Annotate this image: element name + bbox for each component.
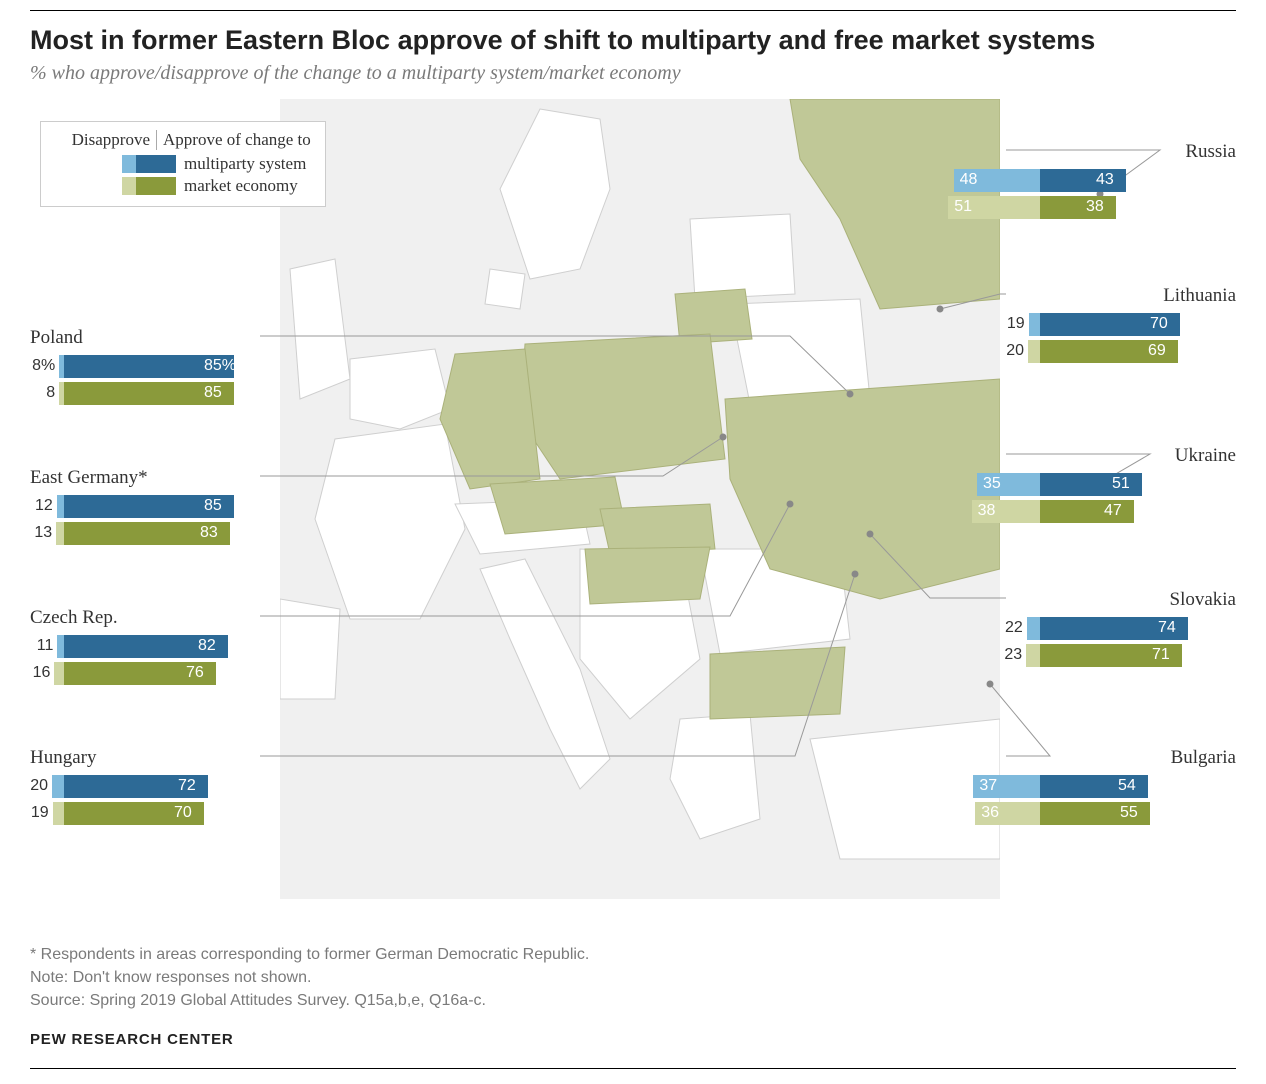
val-ukraine-multiparty-app: 51 xyxy=(1112,475,1130,493)
val-eastgermany-multiparty-dis: 12 xyxy=(35,497,53,515)
bar-ukraine-market: 3847 xyxy=(1006,500,1236,523)
bar-hungary-multiparty: 2072 xyxy=(30,775,260,798)
val-hungary-market-app: 70 xyxy=(174,804,192,822)
val-slovakia-market-dis: 23 xyxy=(1004,646,1022,664)
val-slovakia-market-app: 71 xyxy=(1152,646,1170,664)
val-lithuania-market-app: 69 xyxy=(1148,342,1166,360)
val-ukraine-market-dis: 38 xyxy=(978,502,996,520)
country-russia: Russia 4843 5138 xyxy=(1006,141,1236,223)
val-poland-market-app: 85 xyxy=(204,384,222,402)
val-ukraine-multiparty-dis: 35 xyxy=(983,475,1001,493)
bar-hungary-market: 1970 xyxy=(30,802,260,825)
val-lithuania-multiparty-app: 70 xyxy=(1150,315,1168,333)
val-czech-market-app: 76 xyxy=(186,664,204,682)
val-poland-market-dis: 8 xyxy=(46,384,55,402)
legend: Disapprove Approve of change to multipar… xyxy=(40,121,326,207)
country-ukraine: Ukraine 3551 3847 xyxy=(1006,445,1236,527)
bar-lithuania-multiparty: 1970 xyxy=(1006,313,1236,336)
country-bulgaria: Bulgaria 3754 3655 xyxy=(1006,747,1236,829)
bar-czech-market: 1676 xyxy=(30,662,260,685)
val-eastgermany-market-app: 83 xyxy=(200,524,218,542)
country-label-hungary: Hungary xyxy=(30,747,260,769)
val-russia-market-dis: 51 xyxy=(954,198,972,216)
country-label-bulgaria: Bulgaria xyxy=(1006,747,1236,769)
bar-poland-market: 8 85 xyxy=(30,382,260,405)
val-hungary-multiparty-dis: 20 xyxy=(30,777,48,795)
footnote-star: * Respondents in areas corresponding to … xyxy=(30,943,1236,966)
map-bulgaria xyxy=(710,647,845,719)
bar-slovakia-market: 23 71 xyxy=(1006,644,1236,667)
bar-ukraine-multiparty: 3551 xyxy=(1006,473,1236,496)
val-poland-multiparty-dis: 8% xyxy=(32,357,55,375)
bar-poland-multiparty: 8% 85% xyxy=(30,355,260,378)
bar-lithuania-market: 2069 xyxy=(1006,340,1236,363)
val-slovakia-multiparty-dis: 22 xyxy=(1005,619,1023,637)
chart-title: Most in former Eastern Bloc approve of s… xyxy=(30,25,1236,56)
val-lithuania-multiparty-dis: 19 xyxy=(1007,315,1025,333)
val-russia-multiparty-app: 43 xyxy=(1096,171,1114,189)
val-ukraine-market-app: 47 xyxy=(1104,502,1122,520)
val-eastgermany-multiparty-app: 85 xyxy=(204,497,222,515)
val-hungary-multiparty-app: 72 xyxy=(178,777,196,795)
country-slovakia: Slovakia 22 74 23 71 xyxy=(1006,589,1236,671)
map-slovakia xyxy=(600,504,715,554)
val-poland-multiparty-app: 85% xyxy=(204,357,236,375)
bar-russia-market: 5138 xyxy=(1006,196,1236,219)
bar-czech-multiparty: 11 82 xyxy=(30,635,260,658)
country-lithuania: Lithuania19702069 xyxy=(1006,285,1236,367)
attribution: PEW RESEARCH CENTER xyxy=(30,1031,1236,1048)
val-hungary-market-dis: 19 xyxy=(31,804,49,822)
country-label-poland: Poland xyxy=(30,327,260,349)
map-poland xyxy=(520,334,725,479)
legend-line1: multiparty system xyxy=(184,154,306,174)
bar-bulgaria-market: 3655 xyxy=(1006,802,1236,825)
legend-swatch-market-dis xyxy=(122,177,136,195)
val-czech-multiparty-dis: 11 xyxy=(37,637,54,655)
val-czech-multiparty-app: 82 xyxy=(198,637,216,655)
val-bulgaria-multiparty-app: 54 xyxy=(1118,777,1136,795)
map-hungary xyxy=(585,547,710,604)
bar-bulgaria-multiparty: 3754 xyxy=(1006,775,1236,798)
legend-disapprove-label: Disapprove xyxy=(55,130,150,150)
country-label-lithuania: Lithuania xyxy=(1006,285,1236,307)
country-label-ukraine: Ukraine xyxy=(1006,445,1236,467)
val-lithuania-market-dis: 20 xyxy=(1006,342,1024,360)
val-bulgaria-market-app: 55 xyxy=(1120,804,1138,822)
bar-eastgermany-market: 13 83 xyxy=(30,522,260,545)
legend-swatch-market-app xyxy=(136,177,176,195)
legend-line2: market economy xyxy=(184,176,298,196)
val-eastgermany-market-dis: 13 xyxy=(34,524,52,542)
val-bulgaria-multiparty-dis: 37 xyxy=(979,777,997,795)
val-czech-market-dis: 16 xyxy=(33,664,51,682)
val-russia-market-app: 38 xyxy=(1086,198,1104,216)
country-label-slovakia: Slovakia xyxy=(1006,589,1236,611)
val-slovakia-multiparty-app: 74 xyxy=(1158,619,1176,637)
legend-approve-label: Approve of change to xyxy=(156,130,311,150)
country-czech: Czech Rep.11821676 xyxy=(30,607,260,689)
val-bulgaria-market-dis: 36 xyxy=(981,804,999,822)
footnote-source: Source: Spring 2019 Global Attitudes Sur… xyxy=(30,989,1236,1012)
country-eastgermany: East Germany* 12 85 13 83 xyxy=(30,467,260,549)
country-poland: Poland 8% 85% 8 85 xyxy=(30,327,260,409)
chart-stage: Disapprove Approve of change to multipar… xyxy=(30,99,1236,939)
country-label-russia: Russia xyxy=(1006,141,1236,163)
legend-swatch-multiparty-dis xyxy=(122,155,136,173)
bar-russia-multiparty: 4843 xyxy=(1006,169,1236,192)
footnote-note: Note: Don't know responses not shown. xyxy=(30,966,1236,989)
legend-swatch-multiparty-app xyxy=(136,155,176,173)
bar-slovakia-multiparty: 22 74 xyxy=(1006,617,1236,640)
val-russia-multiparty-dis: 48 xyxy=(960,171,978,189)
country-label-czech: Czech Rep. xyxy=(30,607,260,629)
bar-eastgermany-multiparty: 12 85 xyxy=(30,495,260,518)
country-label-eastgermany: East Germany* xyxy=(30,467,260,489)
europe-map xyxy=(280,99,1000,899)
chart-subtitle: % who approve/disapprove of the change t… xyxy=(30,62,1236,85)
country-hungary: Hungary20721970 xyxy=(30,747,260,829)
